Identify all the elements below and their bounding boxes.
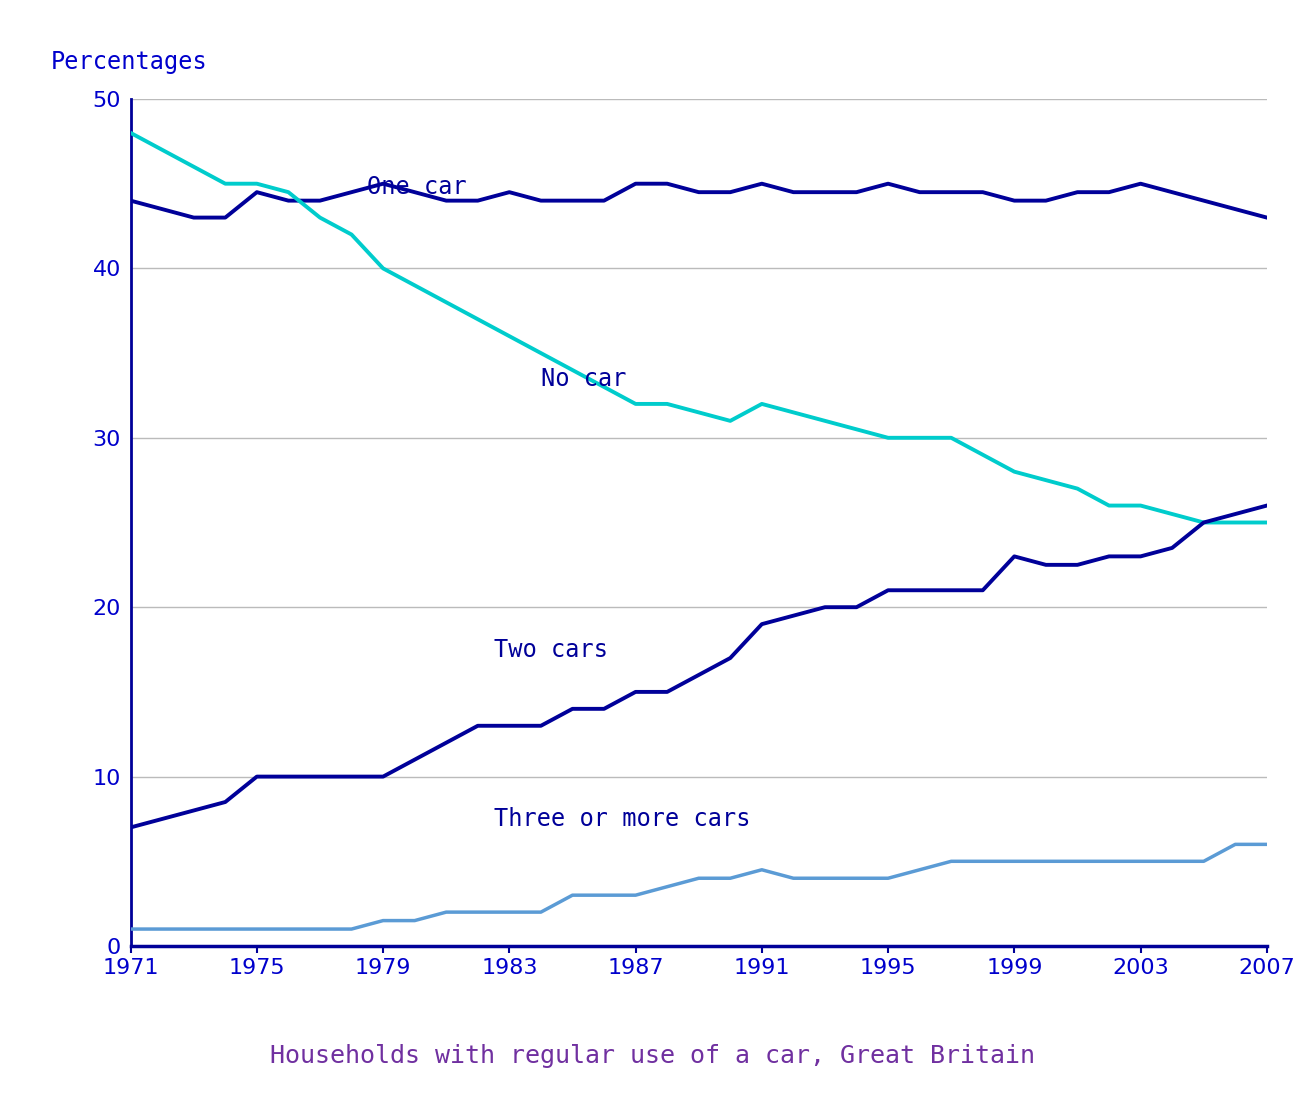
Text: Two cars: Two cars [494,638,607,661]
Text: Three or more cars: Three or more cars [494,807,750,830]
Text: No car: No car [541,366,627,390]
Text: Percentages: Percentages [51,50,208,74]
Text: Households with regular use of a car, Great Britain: Households with regular use of a car, Gr… [270,1044,1036,1068]
Text: One car: One car [367,175,468,199]
